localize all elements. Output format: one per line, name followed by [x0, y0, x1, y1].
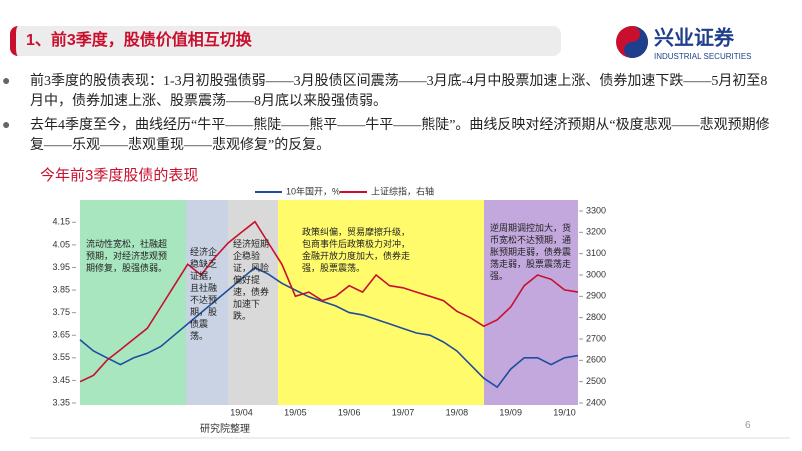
y-tick-label: 3.85	[52, 284, 70, 294]
y2-tick-label: 2800	[586, 312, 606, 322]
annotation: 经济短期企稳验证，风险偏好提速，债券加速下跌。	[233, 239, 270, 321]
bullet: ● 前3季度的股债表现：1-3月初股强债弱——3月股债区间震荡——3月底-4月中股…	[2, 74, 768, 109]
x-tick-label: 19/08	[446, 407, 469, 417]
annotation: 政策纠偏，贸易摩擦升级，包商事件后政策极力对冲，金融开放力度加大，债券走强，股票…	[302, 227, 411, 273]
y-tick-label: 3.65	[52, 330, 70, 340]
y2-tick-label: 2500	[586, 376, 606, 386]
annotation: 流动性宽松，社融超预期，对经济悲观预期修复，股强债弱。	[86, 239, 168, 273]
y-tick-label: 3.55	[52, 352, 70, 362]
title-bar: 1、前3季度，股债价值相互切换	[10, 26, 561, 56]
y2-tick-label: 2600	[586, 355, 606, 365]
x-tick-label: 19/10	[553, 407, 576, 417]
x-tick-label: 19/04	[230, 407, 253, 417]
legend-label: 上证综指，右轴	[371, 185, 434, 196]
y2-tick-label: 3000	[586, 269, 606, 279]
annotation: 逆周期调控加大，货币宽松不达预期，通胀预期走弱，债券震荡走弱，股票震荡走强。	[490, 223, 572, 281]
source: 研究院整理	[200, 424, 250, 435]
x-tick-label: 19/09	[499, 407, 522, 417]
y2-tick-label: 3200	[586, 227, 606, 237]
y-tick-label: 3.95	[52, 262, 70, 272]
bullet-text: 前3季度的股债表现：1-3月初股强债弱——3月股债区间震荡——3月底-4月中股票…	[30, 74, 768, 109]
slide-title: 1、前3季度，股债价值相互切换	[26, 32, 252, 49]
page-number: 6	[745, 420, 751, 431]
y2-tick-label: 2700	[586, 333, 606, 343]
data-line	[79, 266, 579, 389]
y2-tick-label: 3100	[586, 248, 606, 258]
y-tick-label: 3.35	[52, 397, 70, 407]
y2-tick-label: 3300	[586, 205, 606, 215]
legend-label: 10年国开，%	[286, 185, 340, 196]
logo: 兴业证券 INDUSTRIAL SECURITIES	[616, 25, 752, 61]
bullet: ● 去年4季度至今，曲线经历“牛平——熊陡——熊平——牛平——熊陡”。曲线反映对经…	[2, 118, 770, 153]
logo-name: 兴业证券	[654, 25, 735, 49]
chart-title: 今年前3季度股债的表现	[40, 167, 199, 184]
y-tick-label: 3.45	[52, 375, 70, 385]
annotation: 经济企稳缺乏证据，且社融不达预期，股债震荡。	[190, 247, 218, 341]
y-tick-label: 4.15	[52, 217, 70, 227]
x-tick-label: 19/07	[392, 407, 415, 417]
y2-tick-label: 2400	[586, 397, 606, 407]
x-tick-label: 19/05	[284, 407, 307, 417]
data-line	[79, 220, 579, 383]
logo-english: INDUSTRIAL SECURITIES	[654, 52, 752, 61]
y-tick-label: 3.75	[52, 307, 70, 317]
y2-tick-label: 2900	[586, 291, 606, 301]
y-tick-label: 4.05	[52, 239, 70, 249]
x-tick-label: 19/06	[338, 407, 361, 417]
bullet-text: 去年4季度至今，曲线经历“牛平——熊陡——熊平——牛平——熊陡”。曲线反映对经济…	[30, 118, 770, 153]
